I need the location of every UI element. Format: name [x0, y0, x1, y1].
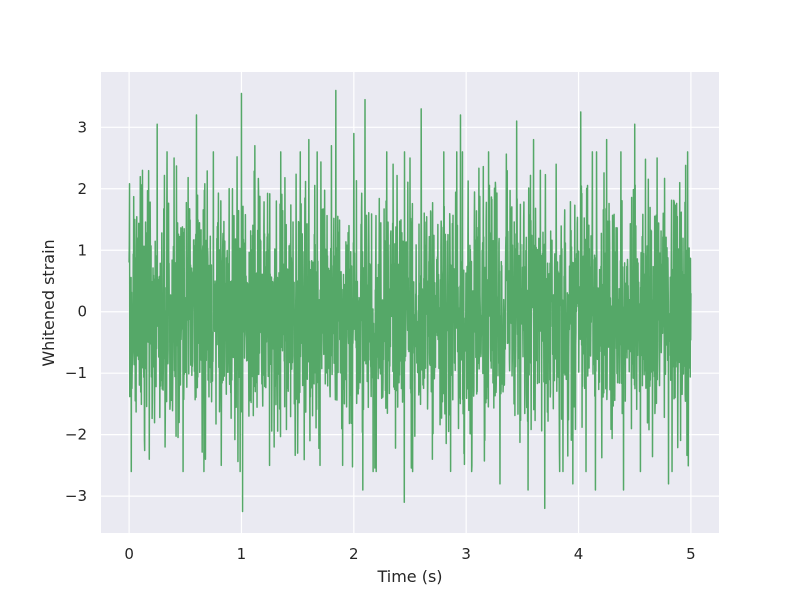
y-tick-label: 3	[77, 118, 87, 136]
y-tick-label: 1	[77, 241, 87, 259]
signal-series	[128, 89, 692, 513]
y-axis-label: Whitened strain	[39, 239, 58, 366]
y-tick-label: 0	[77, 303, 87, 321]
y-axis-ticks: −3 −2 −1 0 1 2 3	[65, 118, 87, 505]
x-tick-label: 0	[124, 545, 134, 563]
x-tick-label: 5	[686, 545, 696, 563]
x-tick-label: 1	[237, 545, 247, 563]
x-axis-ticks: 0 1 2 3 4 5	[124, 545, 695, 563]
x-tick-label: 2	[349, 545, 359, 563]
y-tick-label: −2	[65, 426, 87, 444]
x-axis-label: Time (s)	[376, 567, 442, 586]
x-tick-label: 4	[574, 545, 584, 563]
y-tick-label: −3	[65, 487, 87, 505]
x-tick-label: 3	[461, 545, 471, 563]
y-tick-label: −1	[65, 364, 87, 382]
strain-series-line	[128, 89, 692, 513]
y-tick-label: 2	[77, 180, 87, 198]
